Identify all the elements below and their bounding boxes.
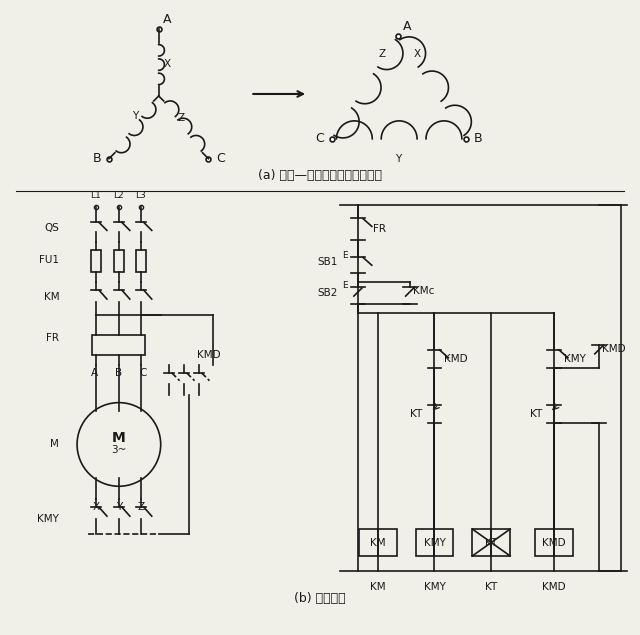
Text: Y: Y xyxy=(116,502,122,512)
Text: KMD: KMD xyxy=(602,344,625,354)
Text: KT: KT xyxy=(485,537,497,547)
Text: X: X xyxy=(164,59,171,69)
Bar xyxy=(114,250,124,272)
Bar xyxy=(359,529,397,556)
Bar xyxy=(472,529,510,556)
Text: KM: KM xyxy=(370,582,385,592)
Text: KT: KT xyxy=(530,408,542,418)
Bar xyxy=(136,250,146,272)
Text: SB1: SB1 xyxy=(317,257,338,267)
Text: B: B xyxy=(115,368,122,378)
Text: KMY: KMY xyxy=(424,582,445,592)
Text: C: C xyxy=(316,132,324,145)
Text: Y: Y xyxy=(396,154,402,164)
Text: KM: KM xyxy=(44,292,59,302)
Text: KT: KT xyxy=(485,582,497,592)
Bar xyxy=(415,529,453,556)
Text: KMc: KMc xyxy=(413,286,434,296)
Text: KMD: KMD xyxy=(444,354,468,364)
Bar xyxy=(91,250,101,272)
Text: Z: Z xyxy=(378,49,385,59)
Text: KM: KM xyxy=(370,537,385,547)
Text: L2: L2 xyxy=(113,191,124,200)
Text: B: B xyxy=(93,152,101,165)
Text: Z: Z xyxy=(177,113,184,123)
Text: FU1: FU1 xyxy=(39,255,59,265)
Text: KMY: KMY xyxy=(37,514,59,524)
Text: QS: QS xyxy=(44,224,59,234)
Text: 3~: 3~ xyxy=(111,445,127,455)
Text: E: E xyxy=(342,251,348,260)
Text: L3: L3 xyxy=(136,191,146,200)
Text: M: M xyxy=(51,439,59,450)
Text: SB2: SB2 xyxy=(317,288,338,298)
Text: Z: Z xyxy=(137,502,145,512)
Text: FR: FR xyxy=(372,224,386,234)
Bar xyxy=(535,529,573,556)
Bar xyxy=(92,335,145,355)
Text: KMY: KMY xyxy=(564,354,586,364)
Text: KMD: KMD xyxy=(542,582,566,592)
Text: C: C xyxy=(139,368,147,378)
Text: L1: L1 xyxy=(91,191,101,200)
Text: A: A xyxy=(163,13,171,26)
Text: (b) 控制线路: (b) 控制线路 xyxy=(294,592,346,605)
Text: KMD: KMD xyxy=(542,537,566,547)
Text: X: X xyxy=(92,502,100,512)
Text: KT: KT xyxy=(410,408,422,418)
Text: E: E xyxy=(342,281,348,290)
Text: A: A xyxy=(403,20,411,33)
Text: C: C xyxy=(216,152,225,165)
Text: KMD: KMD xyxy=(196,350,220,360)
Text: A: A xyxy=(90,368,97,378)
Text: KMY: KMY xyxy=(424,537,445,547)
Text: Y: Y xyxy=(132,111,138,121)
Text: X: X xyxy=(414,49,421,59)
Text: (a) 星形—三角形转换绕组连接图: (a) 星形—三角形转换绕组连接图 xyxy=(258,169,382,182)
Text: M: M xyxy=(112,431,125,446)
Text: FR: FR xyxy=(46,333,59,343)
Text: B: B xyxy=(474,132,483,145)
